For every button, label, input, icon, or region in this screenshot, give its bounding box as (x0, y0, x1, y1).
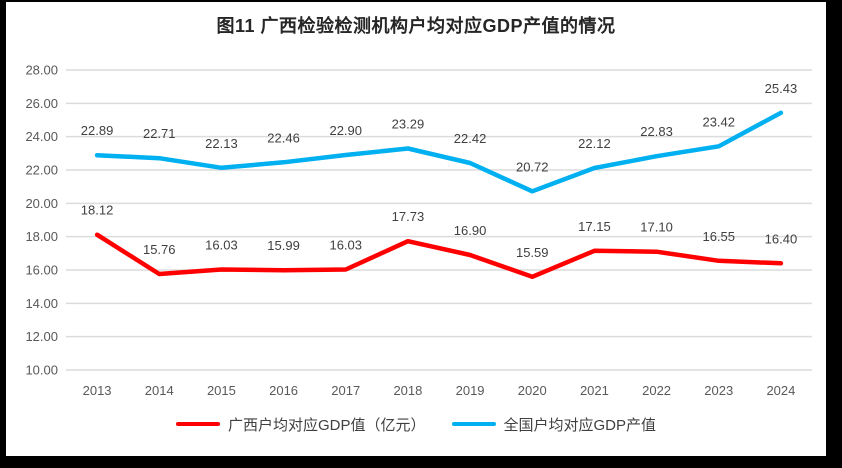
svg-text:22.89: 22.89 (81, 123, 114, 138)
svg-text:22.42: 22.42 (454, 131, 487, 146)
svg-text:24.00: 24.00 (25, 129, 58, 144)
legend-item-national: 全国户均对应GDP产值 (451, 414, 657, 435)
svg-text:2015: 2015 (207, 383, 236, 398)
svg-text:22.00: 22.00 (25, 163, 58, 178)
svg-text:2016: 2016 (269, 383, 298, 398)
svg-text:20.72: 20.72 (516, 159, 549, 174)
svg-text:22.83: 22.83 (640, 124, 673, 139)
chart-container: 图11 广西检验检测机构户均对应GDP产值的情况 10.00 12.00 14.00… (6, 2, 826, 456)
svg-text:12.00: 12.00 (25, 329, 58, 344)
legend-label-national: 全国户均对应GDP产值 (503, 416, 657, 434)
svg-text:2018: 2018 (393, 383, 422, 398)
svg-text:16.40: 16.40 (765, 231, 798, 246)
chart-title: 图11 广西检验检测机构户均对应GDP产值的情况 (216, 16, 616, 36)
svg-text:15.59: 15.59 (516, 245, 549, 260)
svg-text:10.00: 10.00 (25, 363, 58, 378)
svg-text:17.73: 17.73 (392, 209, 425, 224)
svg-text:15.76: 15.76 (143, 242, 176, 257)
chart-legend: 广西户均对应GDP值（亿元） 全国户均对应GDP产值 (6, 412, 826, 436)
svg-text:16.03: 16.03 (329, 238, 362, 253)
svg-text:2022: 2022 (642, 383, 671, 398)
svg-text:22.13: 22.13 (205, 136, 238, 151)
svg-text:14.00: 14.00 (25, 296, 58, 311)
svg-text:28.00: 28.00 (25, 63, 58, 78)
svg-text:2024: 2024 (766, 383, 795, 398)
svg-text:22.90: 22.90 (329, 123, 362, 138)
svg-text:17.10: 17.10 (640, 220, 673, 235)
svg-text:20.00: 20.00 (25, 196, 58, 211)
legend-line-blue-icon (451, 422, 496, 426)
svg-text:16.00: 16.00 (25, 263, 58, 278)
svg-text:17.15: 17.15 (578, 219, 611, 234)
svg-text:18.00: 18.00 (25, 229, 58, 244)
svg-text:26.00: 26.00 (25, 96, 58, 111)
svg-text:18.12: 18.12 (81, 203, 114, 218)
svg-text:22.12: 22.12 (578, 136, 611, 151)
svg-text:25.43: 25.43 (765, 81, 798, 96)
svg-text:23.29: 23.29 (392, 117, 425, 132)
svg-text:22.71: 22.71 (143, 126, 176, 141)
svg-text:16.90: 16.90 (454, 223, 487, 238)
svg-text:16.03: 16.03 (205, 238, 238, 253)
svg-text:2013: 2013 (83, 383, 112, 398)
svg-text:2020: 2020 (518, 383, 547, 398)
legend-label-guangxi: 广西户均对应GDP值（亿元） (227, 416, 426, 434)
svg-text:2023: 2023 (704, 383, 733, 398)
chart-plot: 10.00 12.00 14.00 16.00 18.00 20.00 22.00 24.00… (25, 63, 812, 398)
legend-line-red-icon (175, 422, 220, 426)
svg-text:2017: 2017 (331, 383, 360, 398)
legend-item-guangxi: 广西户均对应GDP值（亿元） (175, 414, 426, 435)
svg-text:2019: 2019 (456, 383, 485, 398)
svg-text:15.99: 15.99 (267, 238, 300, 253)
svg-text:22.46: 22.46 (267, 130, 300, 145)
svg-text:16.55: 16.55 (702, 229, 735, 244)
svg-text:2021: 2021 (580, 383, 609, 398)
svg-text:2014: 2014 (145, 383, 174, 398)
svg-text:23.42: 23.42 (702, 114, 735, 129)
